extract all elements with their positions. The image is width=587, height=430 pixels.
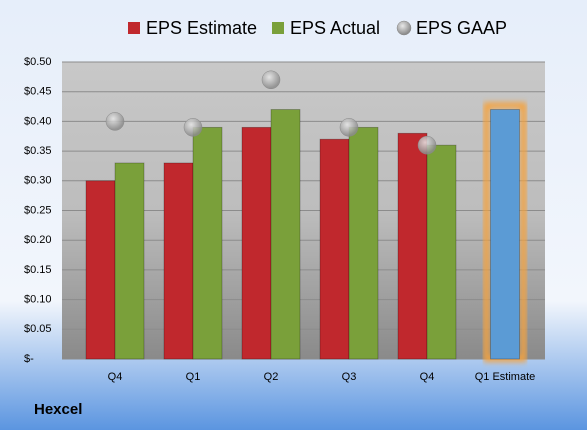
y-tick-label: $0.10 [24, 294, 52, 306]
x-tick-label: Q2 [264, 371, 279, 383]
gaap-marker [183, 118, 203, 137]
x-tick-label: Q4 [108, 371, 123, 383]
bar [490, 109, 520, 360]
x-tick-label: Q1 Estimate [475, 371, 536, 383]
bar [192, 126, 223, 360]
x-tick-label: Q1 [186, 371, 201, 383]
y-tick-label: $0.20 [24, 234, 52, 246]
y-tick-label: $0.40 [24, 115, 52, 127]
x-tick-label: Q4 [420, 371, 435, 383]
bar [270, 109, 301, 360]
y-tick-label: $0.05 [24, 323, 52, 335]
y-tick-label: $0.35 [24, 145, 52, 157]
bar [85, 180, 116, 360]
y-tick-label: $0.45 [24, 86, 52, 98]
bar [426, 144, 457, 360]
bar [397, 132, 428, 360]
legend-marker [128, 22, 140, 34]
legend-marker [396, 20, 412, 36]
bar [319, 138, 350, 360]
bar [163, 162, 194, 360]
legend-label: EPS Estimate [146, 18, 257, 38]
legend-label: EPS Actual [290, 18, 380, 38]
y-tick-label: $0.15 [24, 264, 52, 276]
gaap-marker [261, 70, 281, 90]
y-tick-label: $0.25 [24, 204, 52, 216]
footer: Hexcel [34, 401, 82, 418]
y-tick-label: $0.30 [24, 175, 52, 187]
bar [114, 162, 145, 360]
y-tick-label: $- [24, 353, 34, 365]
x-tick-label: Q3 [342, 371, 357, 383]
legend-label: EPS GAAP [416, 18, 507, 38]
y-tick-label: $0.50 [24, 56, 52, 68]
gaap-marker [105, 112, 125, 131]
bar [348, 126, 379, 360]
gaap-marker [339, 118, 359, 137]
legend-marker [272, 22, 284, 34]
bar [241, 126, 272, 360]
gaap-marker [417, 135, 437, 155]
